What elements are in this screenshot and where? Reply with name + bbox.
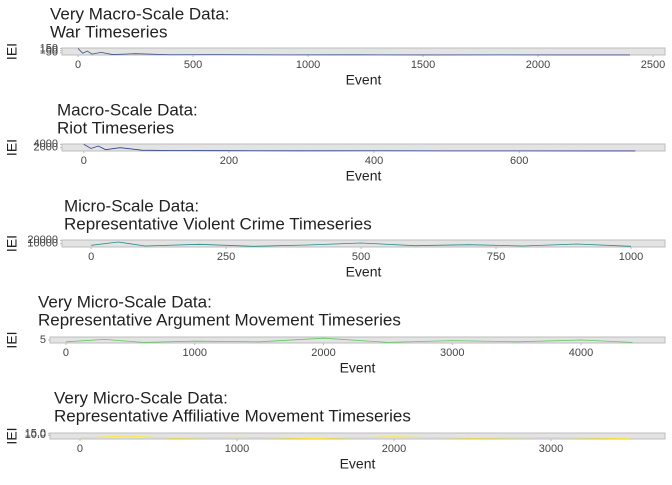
x-tick-label: 1000 (225, 443, 249, 455)
series-line (83, 143, 636, 152)
y-tick-label: 4000 (34, 138, 58, 150)
x-axis-label: Event (340, 360, 376, 376)
x-tick-label: 0 (77, 443, 83, 455)
chart-subtitle: Representative Affiliative Movement Time… (54, 406, 411, 425)
y-axis-label: IEI (4, 139, 20, 156)
y-tick-label: 15.0 (25, 427, 46, 439)
x-axis-label: Event (346, 264, 382, 280)
y-tick-label: 5 (40, 334, 46, 346)
x-tick-label: 2000 (311, 347, 335, 359)
y-tick-label: 50 (46, 47, 58, 59)
x-tick-label: 1000 (182, 347, 206, 359)
x-tick-label: 400 (365, 155, 383, 167)
chart-title: Very Micro-Scale Data: (38, 292, 212, 311)
chart-subtitle: War Timeseries (50, 22, 167, 41)
series-line (91, 241, 632, 247)
y-axis-label: IEI (4, 331, 20, 348)
x-tick-label: 200 (220, 155, 238, 167)
x-tick-label: 3000 (539, 443, 563, 455)
x-axis-label: Event (346, 72, 382, 88)
x-tick-label: 0 (75, 59, 81, 71)
x-tick-label: 4000 (569, 347, 593, 359)
y-axis-label: IEI (4, 43, 20, 60)
x-tick-label: 2000 (526, 59, 550, 71)
plot-band (49, 432, 666, 440)
x-tick-label: 600 (510, 155, 528, 167)
x-tick-label: 1000 (619, 251, 643, 263)
chart-title: Very Macro-Scale Data: (50, 4, 230, 23)
y-axis-label: IEI (4, 427, 20, 444)
chart-title: Macro-Scale Data: (57, 100, 198, 119)
series-line (77, 48, 631, 56)
chart-subtitle: Representative Violent Crime Timeseries (64, 214, 372, 233)
x-tick-label: 500 (184, 59, 202, 71)
x-tick-label: 0 (63, 347, 69, 359)
y-tick-label: 10.0 (25, 429, 46, 441)
series-line (65, 337, 633, 343)
x-tick-label: 0 (81, 155, 87, 167)
y-tick-label: 10000 (27, 238, 58, 250)
series-line (79, 435, 630, 440)
chart-title: Very Micro-Scale Data: (54, 388, 228, 407)
x-tick-label: 0 (88, 251, 94, 263)
y-tick-label: 150 (40, 42, 58, 54)
x-tick-label: 750 (487, 251, 505, 263)
x-axis-label: Event (340, 456, 376, 472)
x-tick-label: 1000 (296, 59, 320, 71)
x-tick-label: 500 (352, 251, 370, 263)
x-tick-label: 250 (217, 251, 235, 263)
y-tick-label: 20000 (27, 234, 58, 246)
chart-subtitle: Riot Timeseries (57, 118, 174, 137)
y-tick-label: 2000 (34, 142, 58, 154)
x-axis-label: Event (346, 168, 382, 184)
y-tick-label: 100 (40, 45, 58, 57)
x-tick-label: 2500 (641, 59, 665, 71)
x-tick-label: 2000 (382, 443, 406, 455)
chart-subtitle: Representative Argument Movement Timeser… (38, 310, 401, 329)
x-tick-label: 3000 (440, 347, 464, 359)
chart-title: Micro-Scale Data: (64, 196, 199, 215)
y-axis-label: IEI (4, 235, 20, 252)
x-tick-label: 1500 (411, 59, 435, 71)
